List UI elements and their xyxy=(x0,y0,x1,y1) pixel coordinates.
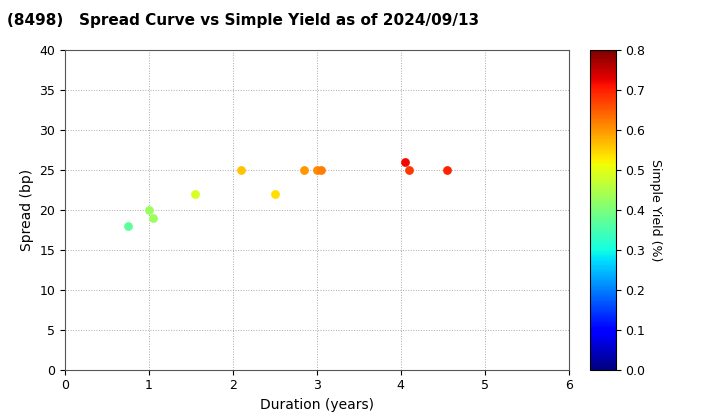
Point xyxy=(315,167,327,173)
Point xyxy=(311,167,323,173)
Point xyxy=(122,223,134,229)
Point xyxy=(143,207,155,213)
Y-axis label: Spread (bp): Spread (bp) xyxy=(19,169,34,251)
Point xyxy=(235,167,247,173)
Point xyxy=(403,167,415,173)
X-axis label: Duration (years): Duration (years) xyxy=(260,398,374,412)
Point xyxy=(399,159,410,165)
Point xyxy=(269,191,281,197)
Y-axis label: Simple Yield (%): Simple Yield (%) xyxy=(649,159,662,261)
Point xyxy=(147,215,158,221)
Text: (8498)   Spread Curve vs Simple Yield as of 2024/09/13: (8498) Spread Curve vs Simple Yield as o… xyxy=(7,13,480,28)
Point xyxy=(298,167,310,173)
Point xyxy=(441,167,453,173)
Point xyxy=(189,191,201,197)
